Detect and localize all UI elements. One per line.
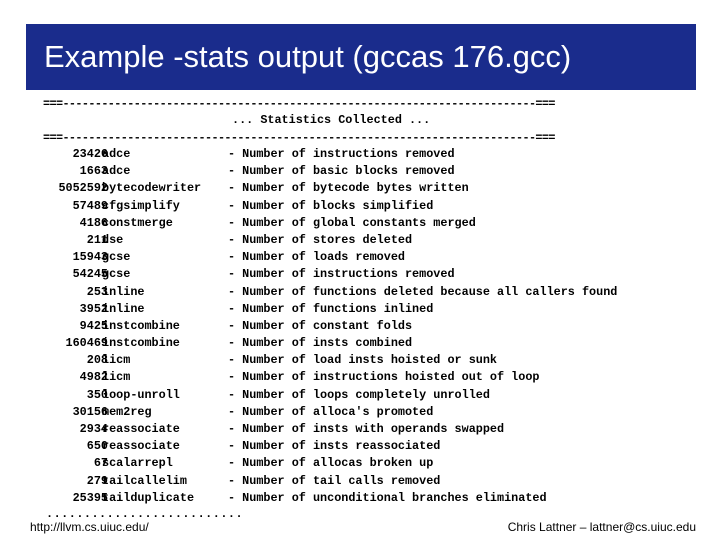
stat-count: 9425 <box>79 318 108 333</box>
stat-count: 279 <box>86 473 108 488</box>
stat-description: - Number of insts combined <box>228 336 413 351</box>
stat-description: - Number of functions inlined <box>228 301 434 316</box>
slide-title: Example -stats output (gccas 176.gcc) <box>44 39 572 74</box>
stat-description: - Number of alloca's promoted <box>228 404 434 419</box>
stat-pass: reassociate <box>102 422 180 436</box>
stat-pass: adce <box>102 164 131 179</box>
title-bar: Example -stats output (gccas 176.gcc) <box>26 24 696 90</box>
stat-description: - Number of unconditional branches elimi… <box>228 490 547 505</box>
stat-count: 4982 <box>79 370 108 385</box>
stat-pass: inline <box>102 284 145 299</box>
stat-pass: scalarrepl <box>102 456 173 471</box>
stat-count: 15943 <box>72 250 108 265</box>
footer-author: Chris Lattner – lattner@cs.uiuc.edu <box>507 520 696 534</box>
separator-bottom: ===-------------------------------------… <box>43 131 555 145</box>
stat-pass: inline <box>102 301 145 316</box>
stat-count: 25395 <box>72 490 108 505</box>
stat-description: - Number of insts with operands swapped <box>228 422 505 436</box>
stat-pass: licm <box>102 353 131 368</box>
stat-count: 5052592 <box>58 181 108 196</box>
stat-description: - Number of allocas broken up <box>228 456 434 471</box>
stat-pass: dse <box>102 232 124 247</box>
stat-description: - Number of basic blocks removed <box>228 164 455 179</box>
stat-count: 30156 <box>72 404 108 419</box>
stat-description: - Number of global constants merged <box>228 215 476 230</box>
stat-count: 67 <box>93 456 108 471</box>
stat-pass: cfgsimplify <box>102 198 180 213</box>
stat-description: - Number of constant folds <box>228 318 413 333</box>
stat-pass: mem2reg <box>102 404 152 419</box>
stat-description: - Number of tail calls removed <box>228 473 441 488</box>
stat-count: 57489 <box>72 198 108 213</box>
stat-description: - Number of loops completely unrolled <box>228 387 490 402</box>
stat-description: - Number of load insts hoisted or sunk <box>228 353 498 368</box>
stat-description: - Number of bytecode bytes written <box>228 181 469 196</box>
stat-count: 350 <box>86 387 108 402</box>
stat-count: 1663 <box>79 164 108 179</box>
stat-pass: tailduplicate <box>102 490 195 505</box>
stat-count: 160469 <box>65 336 108 351</box>
stat-pass: gcse <box>102 250 131 265</box>
stat-count: 253 <box>86 284 108 299</box>
stat-pass: licm <box>102 370 131 385</box>
footer-url: http://llvm.cs.uiuc.edu/ <box>30 520 149 534</box>
stat-description: - Number of instructions removed <box>228 147 455 161</box>
stat-pass: gcse <box>102 267 131 282</box>
stat-count: 208 <box>86 353 108 368</box>
stat-count: 4186 <box>79 215 108 230</box>
stat-pass: reassociate <box>102 439 180 454</box>
stat-pass: bytecodewriter <box>102 181 202 196</box>
stat-description: - Number of blocks simplified <box>228 198 434 213</box>
stat-description: - Number of loads removed <box>228 250 405 265</box>
ellipsis: .......................... <box>46 507 244 521</box>
stat-pass: loop-unroll <box>102 387 180 402</box>
stat-count: 2934 <box>79 422 108 436</box>
stat-pass: instcombine <box>102 318 180 333</box>
stat-count: 211 <box>86 232 108 247</box>
stat-description: - Number of functions deleted because al… <box>228 284 618 299</box>
stat-pass: tailcallelim <box>102 473 187 488</box>
stat-description: - Number of insts reassociated <box>228 439 441 454</box>
stat-description: - Number of instructions removed <box>228 267 455 282</box>
stat-pass: constmerge <box>102 215 173 230</box>
stat-pass: instcombine <box>102 336 180 351</box>
stat-count: 3952 <box>79 301 108 316</box>
separator-top: ===-------------------------------------… <box>43 97 555 111</box>
stat-description: - Number of stores deleted <box>228 232 413 247</box>
stat-description: - Number of instructions hoisted out of … <box>228 370 540 385</box>
statistics-collected-label: ... Statistics Collected ... <box>232 113 431 127</box>
stat-count: 23426 <box>72 147 108 161</box>
stat-count: 650 <box>86 439 108 454</box>
stat-count: 54245 <box>72 267 108 282</box>
stat-pass: adce <box>102 147 131 161</box>
